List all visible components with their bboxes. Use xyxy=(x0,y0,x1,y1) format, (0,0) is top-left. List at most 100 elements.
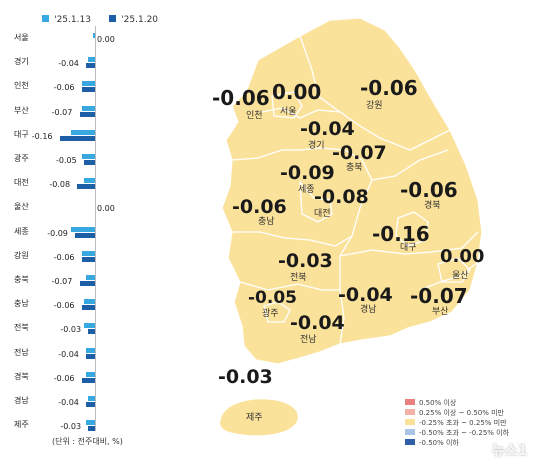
category-label: 울산 xyxy=(14,202,29,212)
bar-series2 xyxy=(86,63,95,69)
map-legend-label: -0.25% 초과 ~ 0.25% 미만 xyxy=(419,419,507,427)
category-label: 경기 xyxy=(14,57,29,67)
region-value-13: -0.04 xyxy=(338,284,393,306)
category-label: 경남 xyxy=(14,396,29,405)
value-label: -0.09 xyxy=(47,228,68,238)
bar-series1 xyxy=(81,81,95,87)
value-label: -0.05 xyxy=(56,156,77,165)
zero-axis-line xyxy=(95,26,96,431)
value-label: 0.00 xyxy=(97,35,115,44)
chart-legend: '25.1.13 '25.1.20 xyxy=(42,7,158,26)
category-label: 충남 xyxy=(14,299,29,309)
value-label: -0.07 xyxy=(51,107,73,117)
legend-label-series-1: '25.1.13 xyxy=(54,15,91,25)
bar-chart: 서울 0.00 경기 -0.04 인천 -0.06 부산 -0.07 대구 -0.16 광주 -0.0… xyxy=(0,0,190,472)
value-label: -0.03 xyxy=(60,422,82,432)
region-value-0: -0.06 xyxy=(212,86,270,110)
category-label: 제주 xyxy=(14,420,29,430)
bar-series2 xyxy=(81,305,95,311)
value-label: 0.00 xyxy=(97,204,115,214)
map-legend: 0.50% 이상 0.25% 이상 ~ 0.50% 미만 -0.25% 초과 ~ 0… xyxy=(405,395,510,447)
map-legend-swatch xyxy=(405,439,415,445)
bar-series1 xyxy=(84,299,95,305)
bar-series1 xyxy=(86,371,95,377)
unit-note: (단위 : 전주대비, %) xyxy=(52,437,123,446)
value-label: -0.06 xyxy=(53,373,75,383)
bar-series1 xyxy=(84,323,95,329)
map-legend-swatch xyxy=(405,409,415,415)
bar-series2 xyxy=(79,281,95,286)
category-label: 광주 xyxy=(14,154,29,163)
value-label: -0.04 xyxy=(58,59,79,69)
map-legend-item: -0.25% 초과 ~ 0.25% 미만 xyxy=(405,415,509,427)
map-legend-item: -0.50% 이하 xyxy=(405,435,509,447)
bar-series1 xyxy=(92,33,95,38)
value-label: -0.04 xyxy=(58,349,79,359)
bar-series1 xyxy=(84,178,95,184)
region-value-11: -0.03 xyxy=(278,250,333,272)
region-borders xyxy=(231,35,479,345)
map-legend-label: -0.50% 초과 ~ -0.25% 이하 xyxy=(419,429,510,437)
value-label: -0.06 xyxy=(53,301,75,311)
bar-series2 xyxy=(88,426,95,432)
bar-series2 xyxy=(84,160,95,165)
bar-series2 xyxy=(81,256,95,262)
legend-label-series-2: '25.1.20 xyxy=(121,15,159,25)
bar-series2 xyxy=(86,353,95,359)
region-value-7: -0.06 xyxy=(232,196,287,218)
category-label: 부산 xyxy=(14,105,29,115)
region-name-14: 부산 xyxy=(432,307,449,317)
category-label: 서울 xyxy=(14,33,29,42)
region-value-12: -0.05 xyxy=(248,288,297,308)
category-label: 충북 xyxy=(14,275,29,284)
region-name-16: 제주 xyxy=(246,413,263,423)
bar-series2 xyxy=(59,135,95,141)
category-label: 전북 xyxy=(14,323,29,333)
region-name-8: 경북 xyxy=(424,201,441,211)
region-value-2: -0.06 xyxy=(360,76,418,100)
map-legend-item: 0.25% 이상 ~ 0.50% 미만 xyxy=(405,405,509,417)
region-value-5: -0.09 xyxy=(280,162,335,184)
value-label: -0.06 xyxy=(53,83,75,93)
bar-series2 xyxy=(75,232,95,238)
watermark-logo: 뉴스1 xyxy=(492,443,528,459)
region-value-1: 0.00 xyxy=(272,80,322,104)
region-value-15: -0.04 xyxy=(290,312,345,334)
map-legend-label: -0.50% 이하 xyxy=(419,439,459,447)
bar-series2 xyxy=(81,87,95,93)
incheon-islands xyxy=(236,104,252,129)
value-label: -0.03 xyxy=(60,325,82,335)
category-label: 대구 xyxy=(14,129,29,139)
region-value-16: -0.03 xyxy=(218,366,273,388)
map-legend-label: 0.25% 이상 ~ 0.50% 미만 xyxy=(419,409,505,417)
bar-series1 xyxy=(86,347,95,353)
mainland-shape xyxy=(221,17,483,365)
bar-series1 xyxy=(88,396,95,401)
region-name-5: 세종 xyxy=(298,185,315,195)
region-name-3: 경기 xyxy=(308,141,325,151)
region-name-4: 충북 xyxy=(346,163,363,173)
map-legend-item: 0.50% 이상 xyxy=(405,395,509,407)
map-legend-swatch xyxy=(405,429,415,435)
map-legend-swatch xyxy=(405,419,415,425)
region-name-1: 서울 xyxy=(280,107,297,117)
value-label: -0.08 xyxy=(49,180,71,190)
region-value-9: -0.16 xyxy=(372,222,430,246)
map-legend-swatch xyxy=(405,399,415,405)
region-value-14: -0.07 xyxy=(410,284,468,308)
bar-series1 xyxy=(70,129,95,135)
category-label: 세종 xyxy=(14,226,29,236)
map-legend-item: -0.50% 초과 ~ -0.25% 이하 xyxy=(405,425,510,437)
category-label: 인천 xyxy=(14,81,29,91)
bar-series1 xyxy=(81,105,95,111)
value-label: -0.06 xyxy=(53,252,75,262)
category-label: 경북 xyxy=(14,371,29,381)
bar-series1 xyxy=(81,154,95,159)
region-value-6: -0.08 xyxy=(314,186,369,208)
region-value-8: -0.06 xyxy=(400,178,458,202)
region-name-6: 대전 xyxy=(314,209,331,219)
region-value-10: 0.00 xyxy=(440,246,485,267)
region-value-4: -0.07 xyxy=(332,142,387,164)
category-label: 전남 xyxy=(14,347,29,357)
region-name-9: 대구 xyxy=(400,243,417,253)
